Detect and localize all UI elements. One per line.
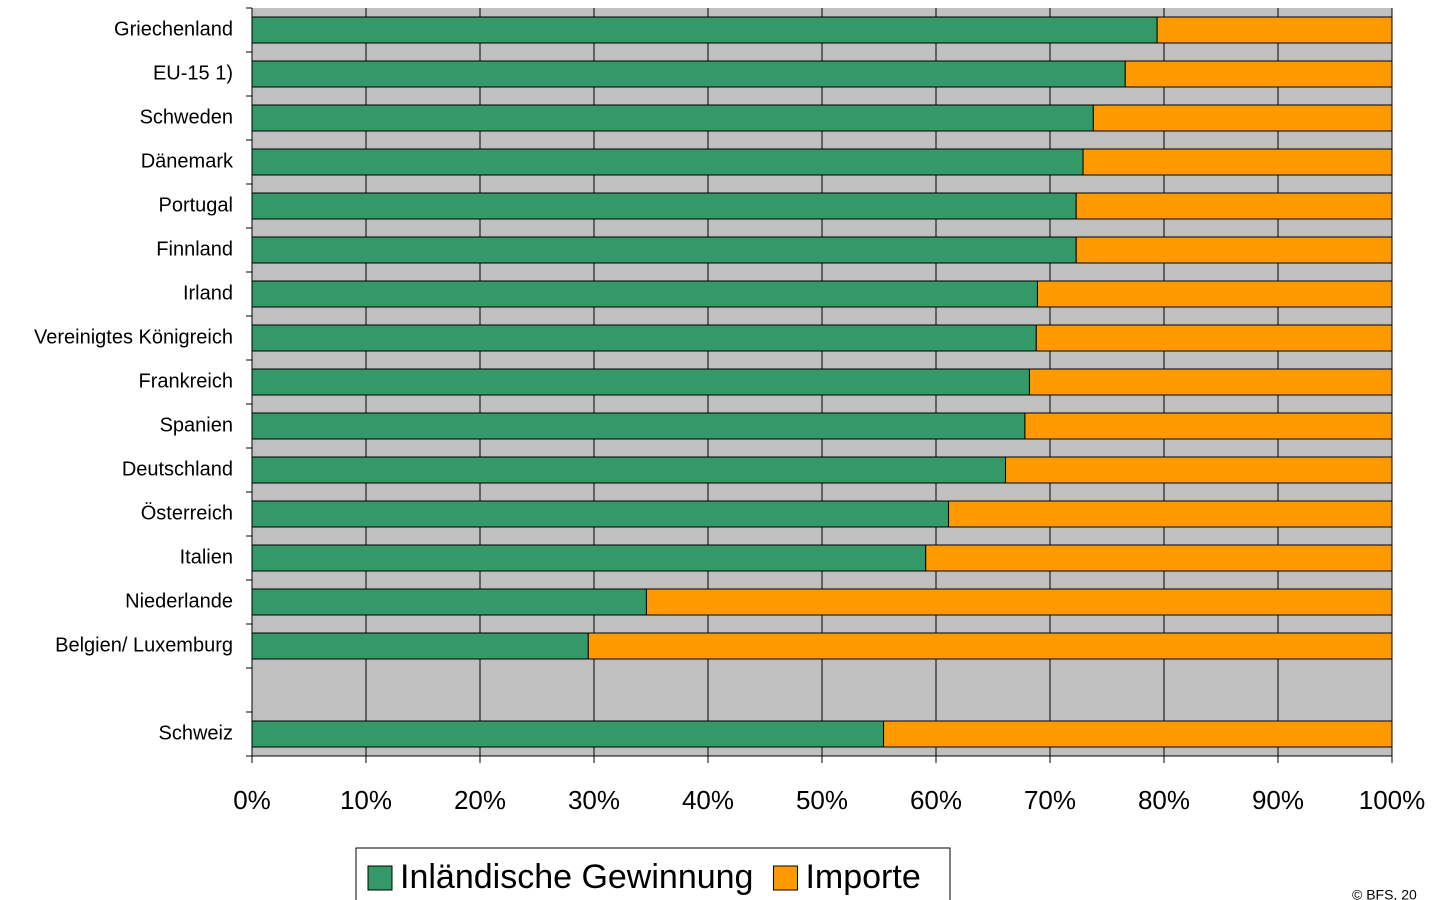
bar-segment bbox=[1124, 60, 1393, 88]
y-tick-label: Italien bbox=[180, 546, 233, 568]
bar-segment bbox=[251, 720, 885, 748]
x-tick-label: 60% bbox=[910, 785, 962, 815]
y-tick-label: Finnland bbox=[156, 238, 233, 260]
bar-segment bbox=[251, 544, 927, 572]
y-tick-label: Frankreich bbox=[139, 370, 233, 392]
y-tick-label: Vereinigtes Königreich bbox=[34, 326, 233, 348]
y-tick-label: Schweden bbox=[140, 106, 233, 128]
x-tick-label: 50% bbox=[796, 785, 848, 815]
bar-segment bbox=[251, 324, 1037, 352]
legend-box bbox=[355, 847, 951, 900]
x-tick-label: 80% bbox=[1138, 785, 1190, 815]
x-tick-label: 40% bbox=[682, 785, 734, 815]
bar-segment bbox=[1156, 16, 1393, 44]
legend-swatch bbox=[772, 865, 798, 891]
bar-segment bbox=[251, 456, 1007, 484]
bar-segment bbox=[1092, 104, 1393, 132]
y-tick-label: Schweiz bbox=[159, 722, 233, 744]
x-tick-label: 10% bbox=[340, 785, 392, 815]
bar-segment bbox=[251, 148, 1084, 176]
bar-segment bbox=[251, 280, 1038, 308]
bar-segment bbox=[1005, 456, 1393, 484]
y-tick-label: Dänemark bbox=[141, 150, 234, 172]
x-tick-label: 0% bbox=[233, 785, 271, 815]
bar-segment bbox=[1035, 324, 1393, 352]
bar-segment bbox=[251, 104, 1094, 132]
y-tick-label: Portugal bbox=[159, 194, 234, 216]
bar-segment bbox=[1024, 412, 1393, 440]
bar-segment bbox=[1028, 368, 1393, 396]
x-tick-label: 20% bbox=[454, 785, 506, 815]
y-tick-label: EU-15 1) bbox=[153, 62, 233, 84]
bar-segment bbox=[883, 720, 1393, 748]
bar-segment bbox=[1082, 148, 1393, 176]
bar-segment bbox=[1075, 236, 1393, 264]
y-tick-label: Deutschland bbox=[122, 458, 233, 480]
bar-segment bbox=[1036, 280, 1393, 308]
x-tick-label: 70% bbox=[1024, 785, 1076, 815]
bar-segment bbox=[251, 588, 647, 616]
legend-label: Inländische Gewinnung bbox=[400, 858, 753, 896]
bar-segment bbox=[1075, 192, 1393, 220]
bar-segment bbox=[645, 588, 1393, 616]
bar-segment bbox=[251, 412, 1026, 440]
bar-segment bbox=[251, 368, 1030, 396]
x-tick-label: 100% bbox=[1359, 785, 1426, 815]
bar-segment bbox=[925, 544, 1393, 572]
y-tick-label: Irland bbox=[183, 282, 233, 304]
legend-label: Importe bbox=[805, 858, 920, 896]
legend: Inländische Gewinnung Importe bbox=[355, 847, 951, 900]
y-tick-label: Spanien bbox=[160, 414, 233, 436]
bar-segment bbox=[948, 500, 1393, 528]
y-tick-label: Griechenland bbox=[114, 18, 233, 40]
x-tick-label: 30% bbox=[568, 785, 620, 815]
bar-segment bbox=[251, 236, 1077, 264]
x-tick-label: 90% bbox=[1252, 785, 1304, 815]
bar-segment bbox=[251, 500, 950, 528]
bar-segment bbox=[251, 60, 1126, 88]
bar-segment bbox=[251, 192, 1077, 220]
legend-swatch bbox=[367, 865, 393, 891]
y-tick-label: Österreich bbox=[141, 502, 233, 524]
y-tick-label: Belgien/ Luxemburg bbox=[55, 634, 233, 656]
source-note: © BFS, 20 bbox=[1352, 887, 1417, 900]
bar-segment bbox=[251, 632, 589, 660]
bar-segment bbox=[587, 632, 1393, 660]
bar-segment bbox=[251, 16, 1158, 44]
y-tick-label: Niederlande bbox=[125, 590, 233, 612]
